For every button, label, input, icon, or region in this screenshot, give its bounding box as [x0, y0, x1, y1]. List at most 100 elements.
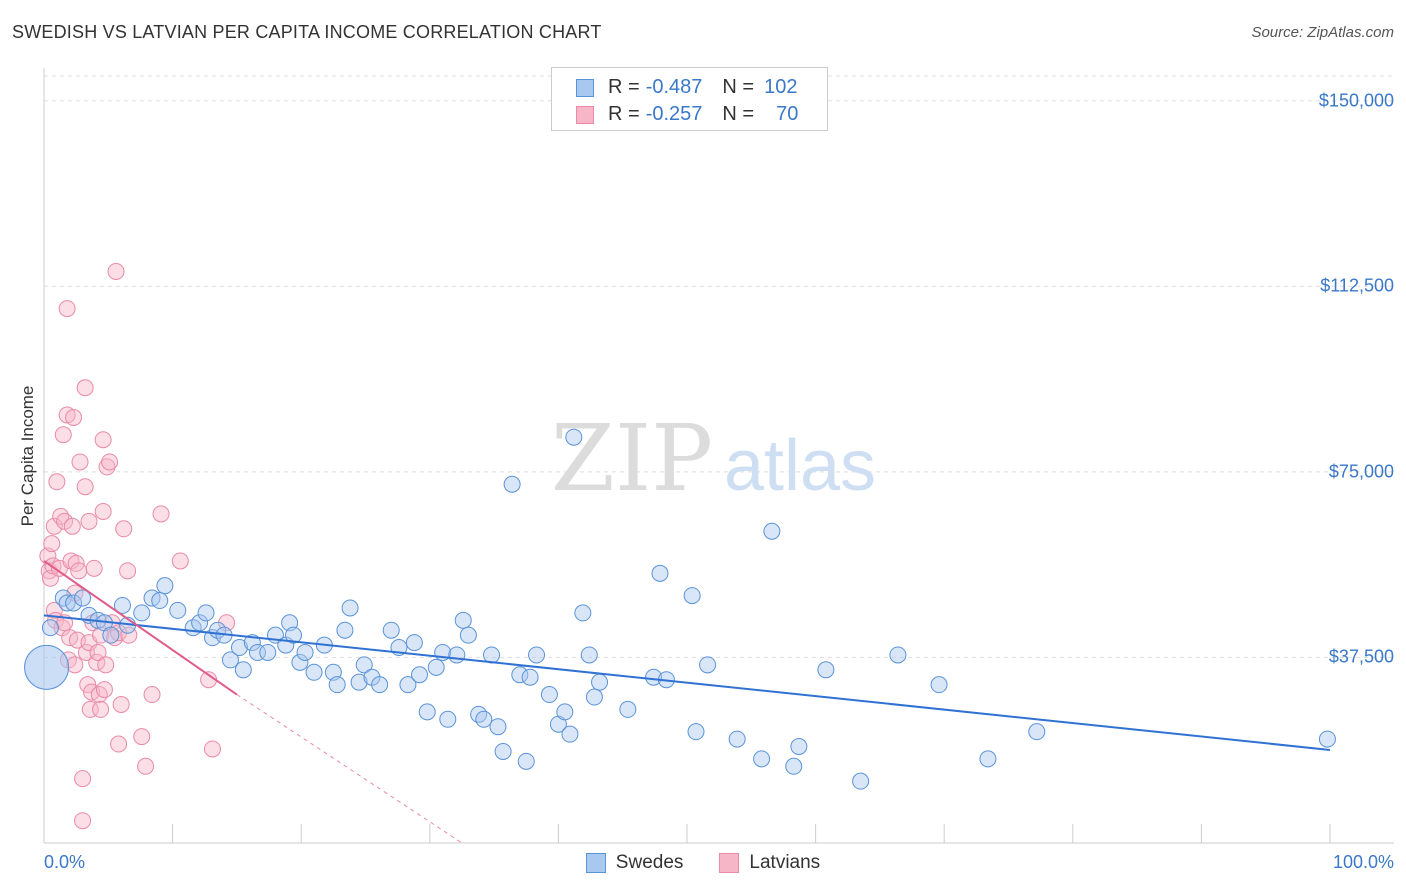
swede-point: [683, 587, 701, 605]
latvian-point: [94, 502, 112, 520]
swede-point: [133, 604, 151, 622]
latvian-point: [143, 686, 161, 704]
latvian-point: [76, 478, 94, 496]
swede-point: [296, 643, 314, 661]
latvian-point: [119, 562, 137, 580]
swede-point: [328, 676, 346, 694]
swede-point: [1028, 723, 1046, 741]
legend-swatch-swedes: [576, 78, 594, 97]
latvian-point: [80, 512, 98, 530]
series-legend-latvians[interactable]: Latvians: [719, 852, 820, 874]
swede-point: [475, 710, 493, 728]
swede-point: [355, 656, 373, 674]
swede-point: [248, 643, 266, 661]
swedes-legend-label: Swedes: [615, 852, 684, 873]
swede-point: [979, 750, 997, 768]
swede-point: [699, 656, 717, 674]
latvian-point: [171, 552, 189, 570]
latvian-point: [48, 473, 66, 491]
x-tick-label-max: 100.0%: [1332, 852, 1394, 872]
y-tick-label: $112,500: [1320, 275, 1394, 296]
latvian-point: [101, 453, 119, 471]
swede-point: [889, 646, 907, 664]
latvians-swatch: [719, 853, 740, 873]
swede-point: [763, 522, 781, 540]
swede-point: [651, 564, 669, 582]
swede-point: [459, 626, 477, 644]
swede-point: [284, 626, 302, 644]
swede-point: [41, 619, 59, 637]
latvian-point: [76, 379, 94, 397]
swede-point: [113, 596, 131, 614]
latvian-point: [107, 262, 125, 280]
swede-point: [645, 668, 663, 686]
swede-point: [817, 661, 835, 679]
latvian-point: [90, 686, 108, 704]
swede-point: [728, 730, 746, 748]
watermark-zip: ZIP: [551, 405, 713, 512]
y-tick-label: $75,000: [1328, 461, 1394, 482]
swede-point: [483, 646, 501, 664]
grid-layer: [44, 75, 1394, 658]
legend-r-value-latvians: -0.257: [645, 103, 703, 125]
latvian-point: [97, 656, 115, 674]
y-axis-label: Per Capita Income: [18, 385, 37, 527]
latvian-point: [43, 535, 61, 553]
latvians-trendline-extension: [236, 694, 463, 844]
swede-point: [556, 703, 574, 721]
swede-point: [230, 639, 248, 657]
swede-point: [439, 710, 457, 728]
swede-point: [930, 676, 948, 694]
latvian-point: [77, 643, 95, 661]
swede-point: [65, 594, 83, 612]
swede-point: [197, 604, 215, 622]
legend-n-label: N =: [722, 76, 755, 98]
swede-point: [399, 676, 417, 694]
latvian-point: [95, 681, 113, 699]
swede-point: [521, 668, 539, 686]
chart-title: SWEDISH VS LATVIAN PER CAPITA INCOME COR…: [12, 22, 602, 42]
series-legend-swedes[interactable]: Swedes: [585, 852, 684, 874]
swede-point: [591, 673, 609, 691]
latvian-point: [65, 408, 83, 426]
swede-point: [489, 718, 507, 736]
swede-point: [291, 653, 309, 671]
latvians-legend-label: Latvians: [749, 852, 821, 873]
swede-point: [619, 700, 637, 718]
swede-point: [336, 621, 354, 639]
latvians-trendline: [43, 560, 238, 696]
latvian-point: [89, 643, 107, 661]
latvian-point: [137, 757, 155, 775]
legend-n-label: N =: [722, 103, 755, 125]
axis-layer: [43, 68, 1394, 844]
swede-point: [454, 611, 472, 629]
latvian-point: [74, 770, 92, 788]
swede-points-group: [24, 428, 1336, 790]
latvian-point: [63, 517, 81, 535]
swede-point: [528, 646, 546, 664]
swede-point: [561, 725, 579, 743]
swede-point: [418, 703, 436, 721]
swede-point: [350, 673, 368, 691]
latvian-point: [74, 812, 92, 830]
latvian-point: [45, 517, 63, 535]
latvian-point: [110, 735, 128, 753]
latvian-point: [66, 656, 84, 674]
source-label: Source: ZipAtlas.com: [1251, 24, 1394, 41]
latvian-point: [70, 562, 88, 580]
legend-r-label: R =: [608, 103, 640, 125]
swede-point: [74, 589, 92, 607]
swede-point: [58, 594, 76, 612]
legend-r-value-swedes: -0.487: [645, 76, 703, 98]
legend-row-latvians: R = -0.257 N = 70: [576, 103, 798, 126]
swede-point: [580, 646, 598, 664]
legend-row-swedes: R = -0.487 N = 102: [576, 76, 797, 99]
swede-point: [341, 599, 359, 617]
y-tick-label: $150,000: [1318, 90, 1394, 111]
latvian-point: [54, 426, 72, 444]
swede-point: [585, 688, 603, 706]
swede-point: [448, 646, 466, 664]
swede-point: [427, 658, 445, 676]
latvian-point: [71, 453, 89, 471]
